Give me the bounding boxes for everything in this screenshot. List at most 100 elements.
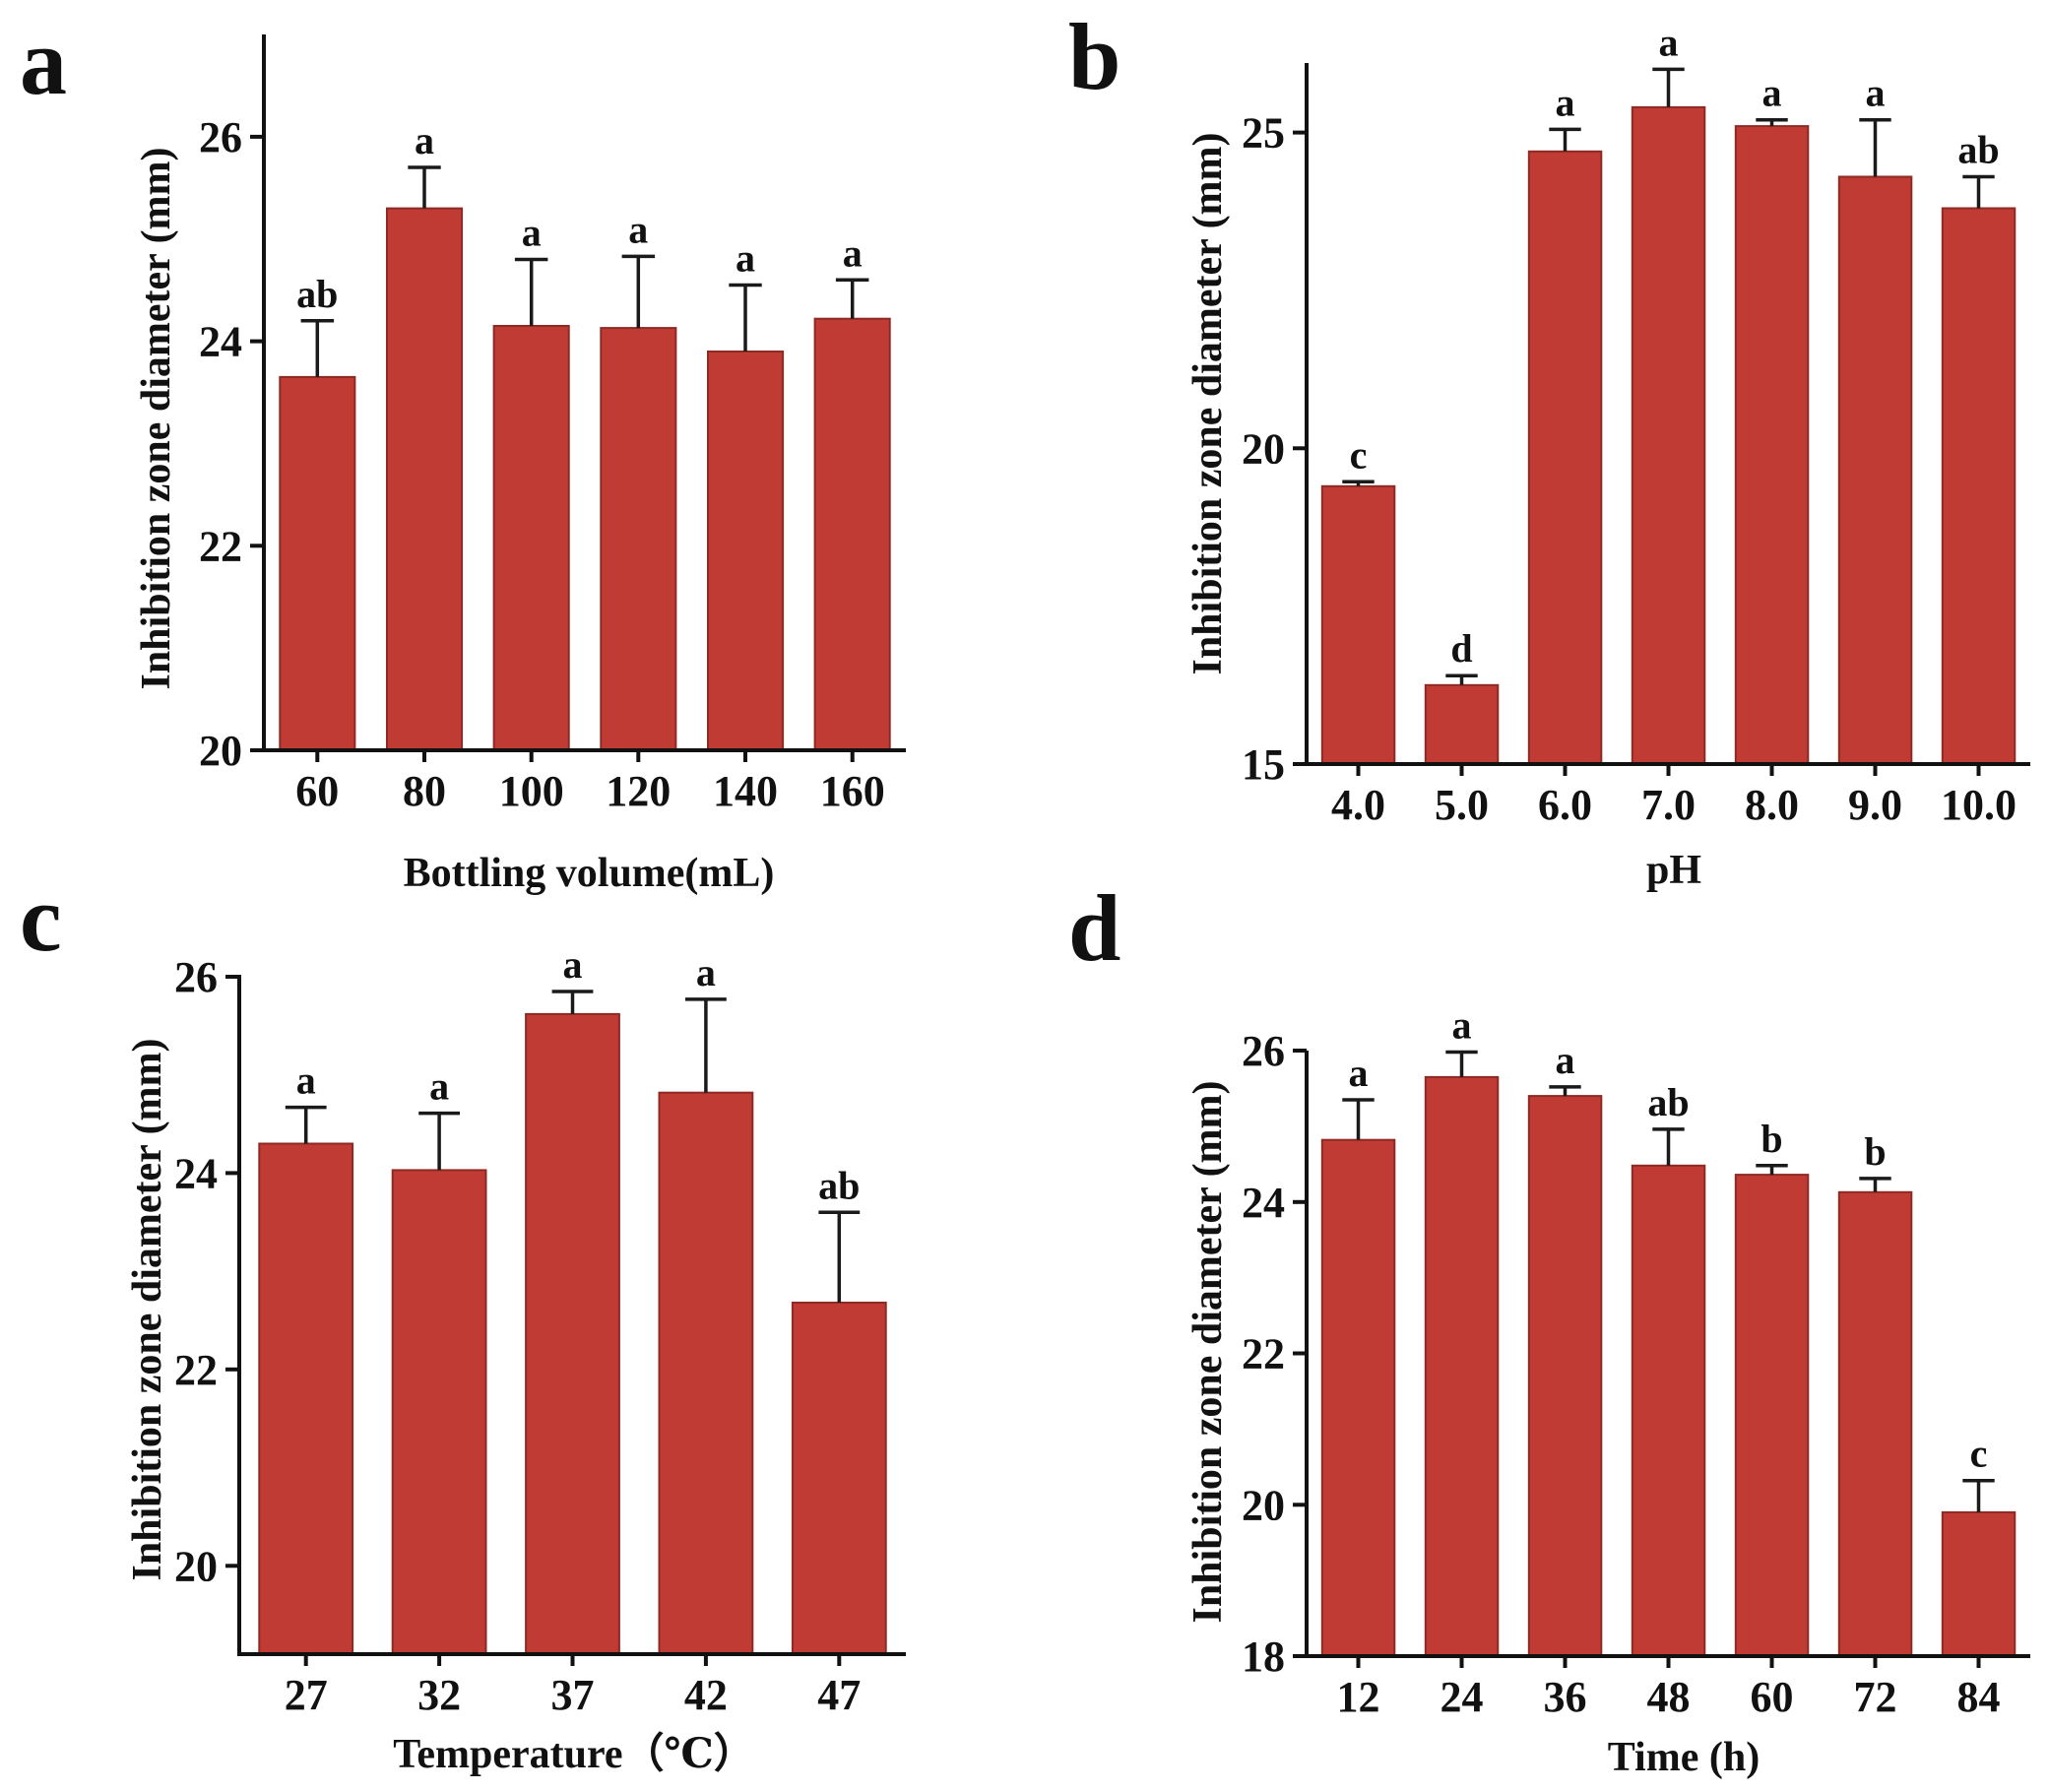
y-tick-label-c-22: 22 — [174, 1346, 218, 1394]
error-bar-d-36 — [1549, 1085, 1581, 1097]
sig-label-c-42: a — [696, 950, 716, 994]
panel-c-x-ticks: 27 32 37 42 47 — [285, 1654, 861, 1719]
bar-d-72 — [1837, 1190, 1913, 1658]
bar-b-5.0 — [1424, 683, 1500, 765]
sig-label-a-140: a — [736, 236, 755, 281]
bar-c-37 — [525, 1012, 620, 1655]
x-tick-label-b-10.0: 10.0 — [1941, 781, 2017, 829]
panel-d-x-ticks: 12 24 36 48 60 72 84 — [1337, 1656, 2001, 1721]
panel-c-axes — [237, 975, 906, 1656]
x-tick-label-c-27: 27 — [285, 1671, 328, 1719]
y-tick-label-d-22: 22 — [1242, 1330, 1285, 1378]
x-tick-label-a-140: 140 — [713, 767, 778, 815]
panel-d-bars — [1320, 1075, 2017, 1658]
sig-label-a-80: a — [415, 118, 434, 162]
y-tick-label-c-26: 26 — [174, 953, 218, 1001]
panel-d: d a a a ab b b c 18 20 22 24 26 12 24 36 48 60 72 84 Tim… — [1068, 875, 2030, 1780]
sig-label-a-160: a — [843, 230, 863, 275]
y-tick-label-d-24: 24 — [1242, 1179, 1285, 1227]
bar-c-27 — [258, 1142, 354, 1655]
y-tick-label-c-20: 20 — [174, 1542, 218, 1590]
error-bar-d-60 — [1756, 1164, 1788, 1176]
bar-a-120 — [600, 327, 677, 751]
sig-label-d-84: c — [1970, 1432, 1988, 1476]
sig-label-d-12: a — [1349, 1051, 1369, 1095]
panel-c-error-bars — [285, 990, 861, 1303]
bar-b-10.0 — [1941, 207, 2017, 765]
panel-c-bars — [258, 1012, 887, 1656]
bar-d-36 — [1527, 1095, 1603, 1657]
error-bar-d-48 — [1652, 1127, 1685, 1166]
error-bar-b-6.0 — [1549, 127, 1581, 152]
x-tick-label-a-60: 60 — [295, 767, 339, 815]
panel-a-x-ticks: 60 80 100 120 140 160 — [295, 750, 885, 815]
panel-b-error-bars — [1342, 67, 1995, 685]
x-tick-label-b-8.0: 8.0 — [1745, 781, 1799, 829]
bar-b-7.0 — [1631, 105, 1706, 765]
sig-label-b-5.0: d — [1450, 626, 1472, 671]
sig-label-b-4.0: c — [1350, 432, 1368, 477]
panel-b-x-ticks: 4.0 5.0 6.0 7.0 8.0 9.0 10.0 — [1331, 764, 2017, 829]
x-tick-label-d-12: 12 — [1337, 1673, 1380, 1721]
error-bar-b-9.0 — [1859, 117, 1891, 177]
x-tick-label-c-32: 32 — [417, 1671, 461, 1719]
panel-a-error-bars — [300, 165, 869, 377]
panel-c-significance-labels: a a a a ab — [296, 942, 861, 1207]
sig-label-c-27: a — [296, 1058, 316, 1103]
panel-d-significance-labels: a a a ab b b c — [1349, 1003, 1988, 1476]
x-tick-label-b-4.0: 4.0 — [1331, 781, 1385, 829]
error-bar-a-160 — [835, 278, 869, 319]
bar-c-32 — [391, 1169, 487, 1656]
x-tick-label-d-84: 84 — [1957, 1673, 2001, 1721]
sig-label-d-72: b — [1864, 1129, 1886, 1174]
sig-label-c-37: a — [563, 942, 583, 987]
sig-label-a-120: a — [628, 207, 648, 251]
error-bar-b-10.0 — [1962, 174, 1995, 209]
bar-d-60 — [1734, 1174, 1810, 1657]
y-tick-label-d-18: 18 — [1242, 1632, 1285, 1681]
sig-label-d-36: a — [1556, 1038, 1575, 1082]
panel-a-y-axis-title: Inhibition zone diameter (mm) — [134, 147, 179, 689]
sig-label-b-8.0: a — [1762, 71, 1782, 115]
panel-d-y-axis-title: Inhibition zone diameter (mm) — [1185, 1080, 1231, 1623]
panel-a-y-ticks: 20 22 24 26 — [199, 113, 264, 775]
x-tick-label-d-24: 24 — [1441, 1673, 1484, 1721]
y-tick-label-b-25: 25 — [1242, 109, 1285, 158]
panel-c-letter: c — [20, 865, 62, 971]
panel-c-y-ticks: 20 22 24 26 — [174, 953, 239, 1590]
error-bar-c-42 — [685, 997, 727, 1093]
panel-b: b c d a a a a ab 15 20 25 4.0 5.0 6.0 7.0 8.0 9.0 10.0… — [1068, 4, 2030, 893]
x-tick-label-d-48: 48 — [1647, 1673, 1691, 1721]
panel-b-y-axis-title: Inhibition zone diameter (mm) — [1185, 132, 1231, 674]
sig-label-d-60: b — [1761, 1117, 1782, 1161]
x-tick-label-a-160: 160 — [820, 767, 885, 815]
panel-a-bars — [279, 207, 891, 752]
x-tick-label-c-47: 47 — [817, 1671, 861, 1719]
bar-d-24 — [1424, 1075, 1500, 1657]
sig-label-c-32: a — [429, 1064, 449, 1109]
x-tick-label-b-7.0: 7.0 — [1641, 781, 1696, 829]
bar-a-140 — [707, 351, 785, 751]
y-tick-label-a-26: 26 — [199, 113, 242, 161]
bar-d-12 — [1320, 1138, 1396, 1657]
bar-a-160 — [813, 317, 891, 751]
panel-c-y-axis-title: Inhibition zone diameter (mm) — [125, 1038, 170, 1580]
error-bar-d-24 — [1445, 1050, 1478, 1077]
x-tick-label-c-37: 37 — [551, 1671, 595, 1719]
bar-b-8.0 — [1734, 125, 1810, 766]
error-bar-c-47 — [818, 1210, 861, 1303]
x-tick-label-d-60: 60 — [1751, 1673, 1794, 1721]
panel-d-x-axis-title: Time (h) — [1608, 1735, 1760, 1780]
sig-label-b-6.0: a — [1556, 80, 1575, 124]
sig-label-d-24: a — [1452, 1003, 1472, 1048]
bar-d-84 — [1941, 1510, 2017, 1658]
x-tick-label-b-5.0: 5.0 — [1435, 781, 1489, 829]
panel-a-letter: a — [20, 9, 67, 114]
error-bar-b-4.0 — [1342, 480, 1375, 486]
bar-b-9.0 — [1837, 175, 1913, 765]
y-tick-label-a-20: 20 — [199, 727, 242, 775]
bar-d-48 — [1631, 1164, 1706, 1658]
panel-c-x-axis-title: Temperature（℃） — [393, 1731, 755, 1777]
error-bar-a-80 — [408, 165, 441, 209]
